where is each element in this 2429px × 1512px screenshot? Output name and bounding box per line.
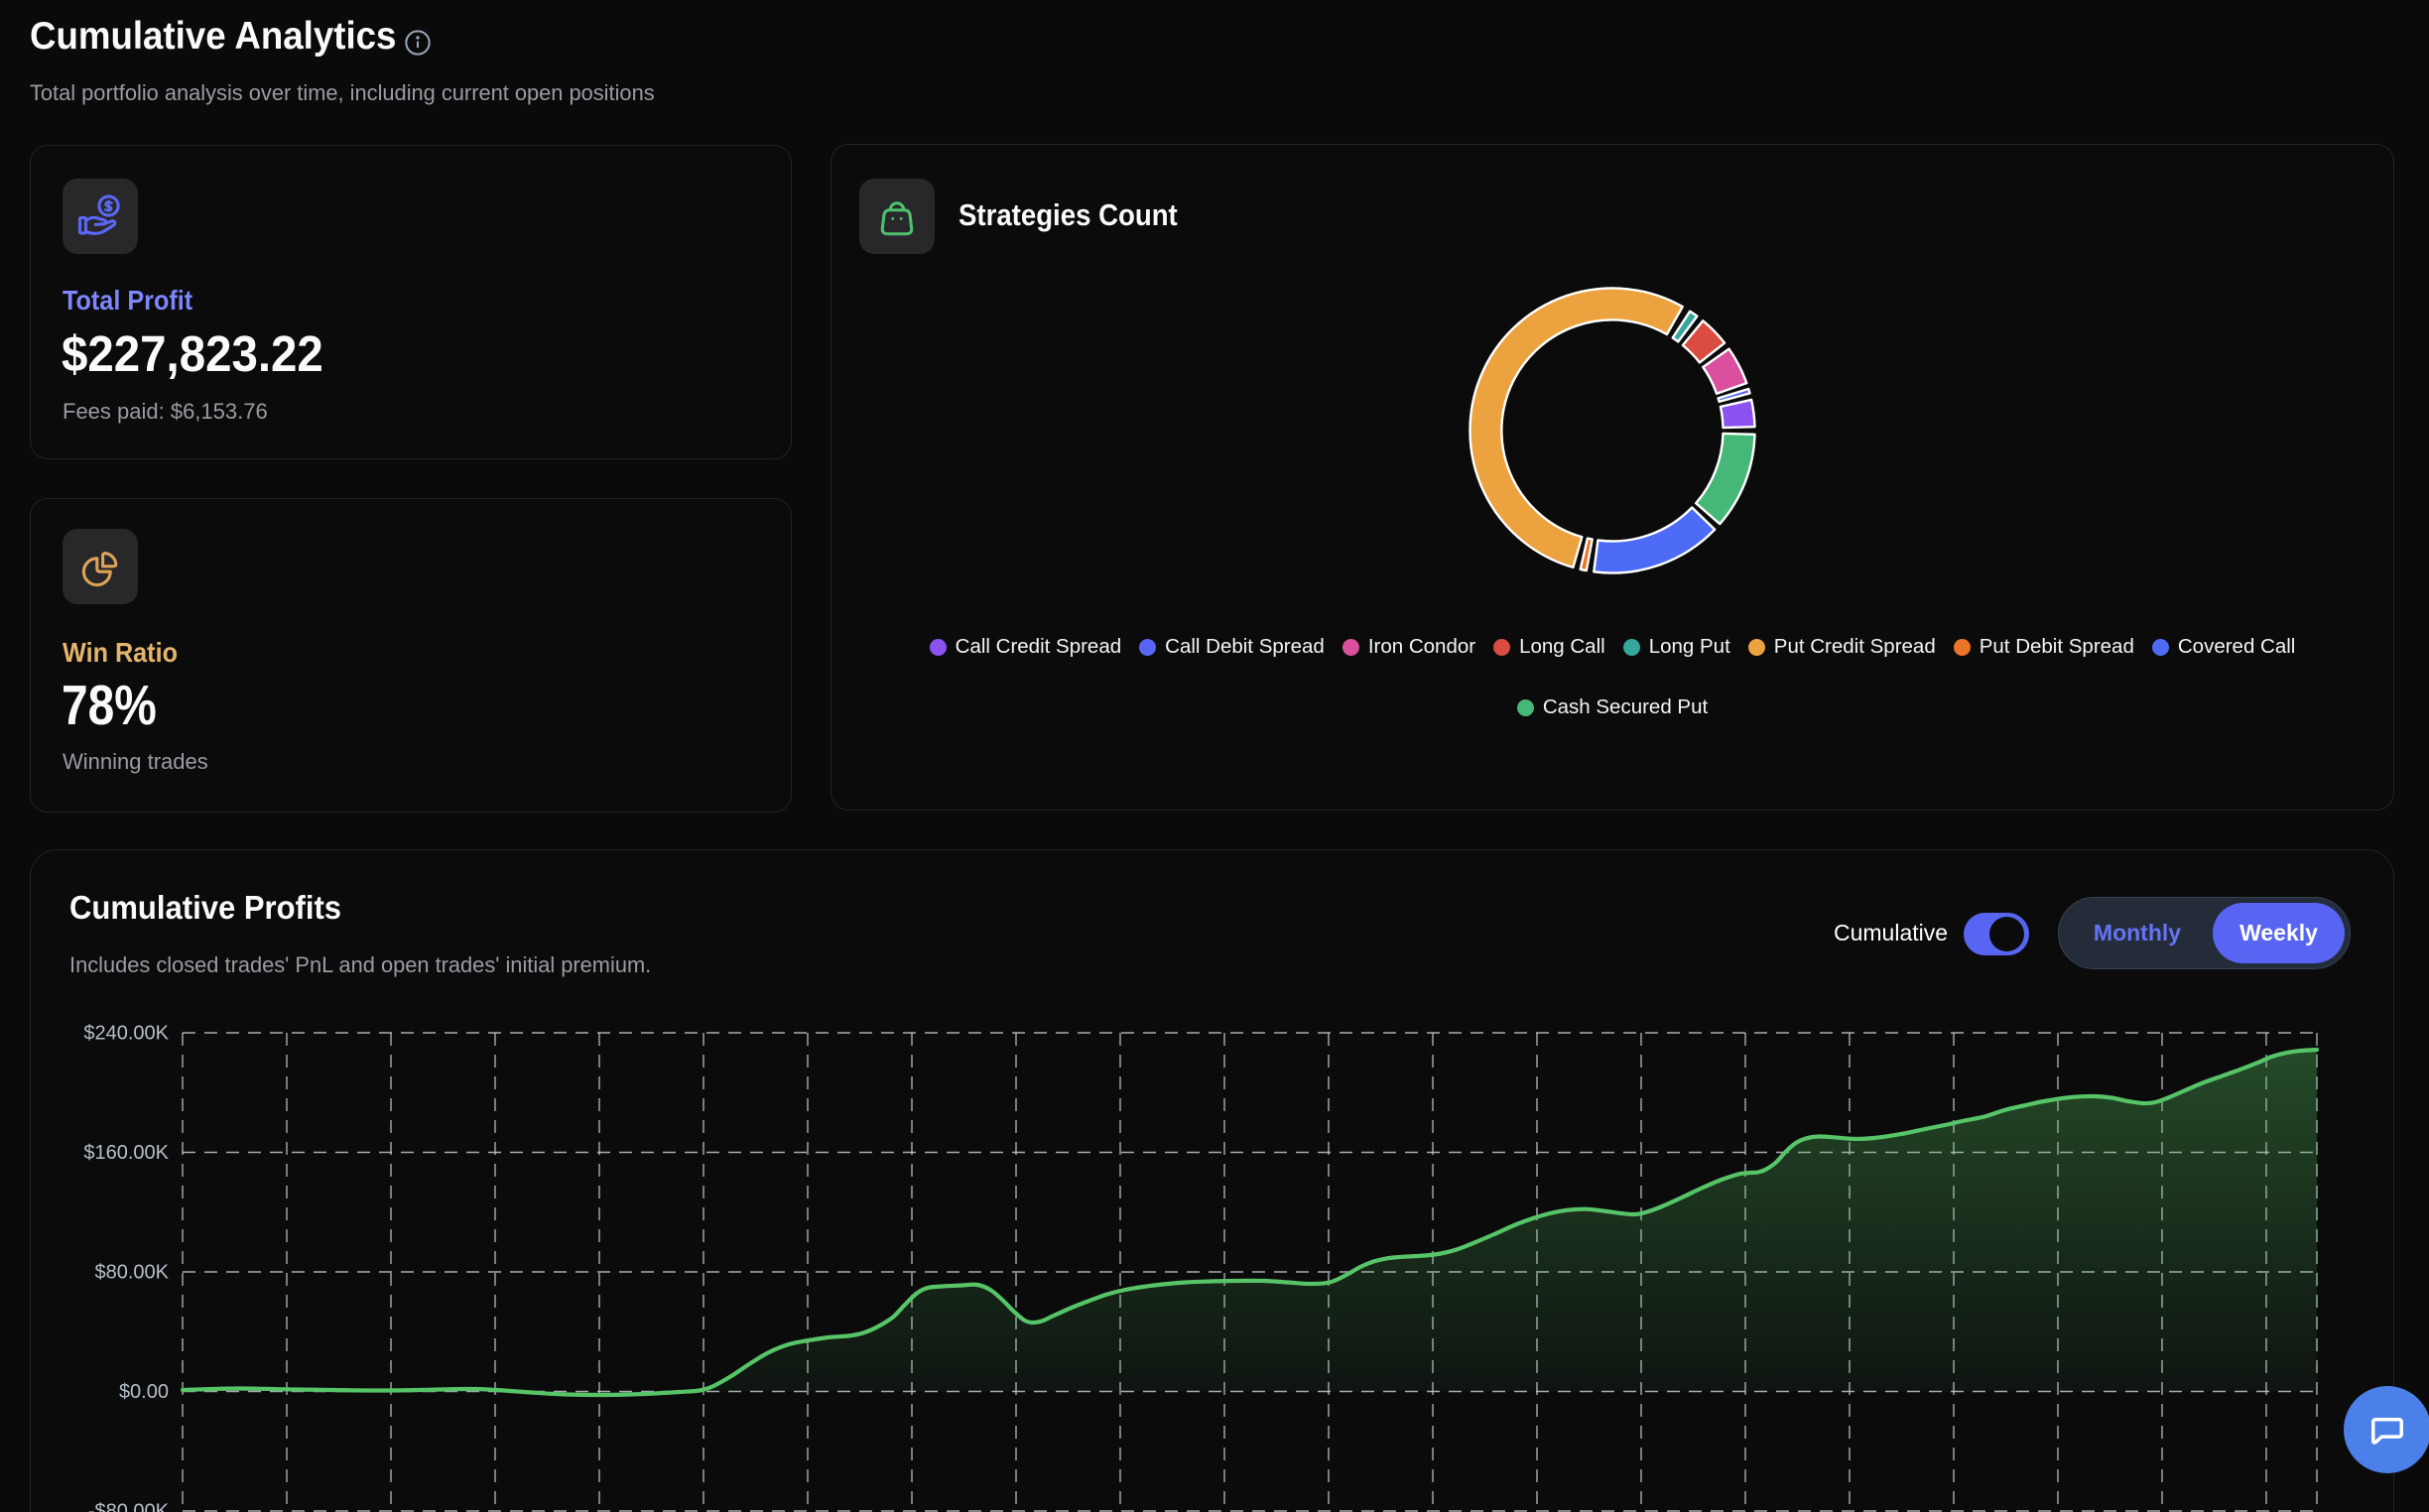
svg-text:$0.00: $0.00 <box>119 1381 169 1403</box>
svg-text:-$80.00K: -$80.00K <box>88 1501 170 1512</box>
svg-text:$160.00K: $160.00K <box>83 1142 169 1164</box>
svg-text:$80.00K: $80.00K <box>94 1262 169 1284</box>
svg-text:$240.00K: $240.00K <box>83 1023 169 1045</box>
